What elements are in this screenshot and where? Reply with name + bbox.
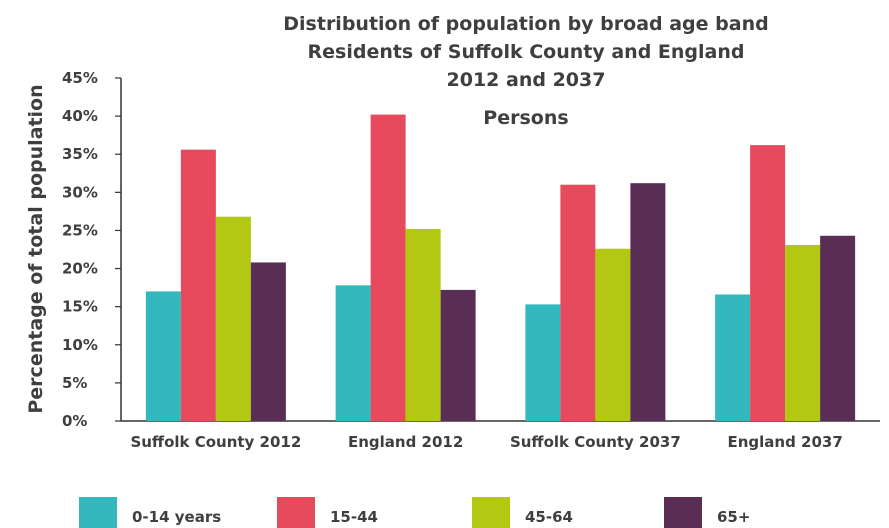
legend-label: 0-14 years — [132, 508, 221, 526]
title-line-2: Residents of Suffolk County and England — [308, 41, 745, 63]
y-axis-title: Percentage of total population — [25, 84, 47, 413]
bar-15-44-3 — [750, 145, 786, 421]
bar-15-44-0 — [180, 149, 216, 421]
y-tick-label: 15% — [62, 298, 98, 316]
y-tick-label: 25% — [62, 221, 98, 239]
legend-swatch — [277, 497, 315, 528]
y-tick-label: 35% — [62, 145, 98, 163]
bar-0-14-years-0 — [145, 291, 181, 421]
legend-item: 65+ — [664, 497, 750, 528]
bar-65--3 — [820, 235, 856, 421]
bar-65--1 — [440, 289, 476, 421]
legend: 0-14 years 15-44 45-64 65+ — [79, 497, 750, 528]
y-axis-ticks: 0% 5% 10% 15% 20% 25% 30% 35% 40% 45% — [62, 69, 121, 430]
bar-0-14-years-1 — [335, 285, 371, 421]
bar-45-64-3 — [785, 244, 821, 421]
chart-title: Distribution of population by broad age … — [283, 13, 768, 129]
bars — [145, 114, 856, 421]
y-tick-label: 5% — [62, 374, 87, 392]
legend-swatch — [472, 497, 510, 528]
x-tick-label: England 2012 — [348, 433, 463, 451]
bar-0-14-years-3 — [715, 294, 751, 421]
y-tick-label: 10% — [62, 336, 98, 354]
bar-45-64-1 — [405, 228, 441, 421]
legend-item: 45-64 — [472, 497, 573, 528]
legend-swatch — [79, 497, 117, 528]
legend-label: 65+ — [717, 508, 750, 526]
legend-label: 15-44 — [330, 508, 378, 526]
legend-item: 0-14 years — [79, 497, 221, 528]
title-line-3: 2012 and 2037 — [447, 69, 606, 91]
title-line-4: Persons — [483, 107, 568, 129]
bar-15-44-2 — [560, 184, 596, 421]
x-tick-label: England 2037 — [727, 433, 842, 451]
y-tick-label: 30% — [62, 183, 98, 201]
legend-label: 45-64 — [525, 508, 573, 526]
bar-15-44-1 — [370, 114, 406, 421]
bar-0-14-years-2 — [525, 304, 561, 421]
legend-swatch — [664, 497, 702, 528]
y-tick-label: 40% — [62, 107, 98, 125]
y-tick-label: 0% — [62, 412, 87, 430]
y-axis-label: Percentage of total population — [25, 84, 47, 413]
legend-item: 15-44 — [277, 497, 378, 528]
title-line-1: Distribution of population by broad age … — [283, 13, 768, 35]
bar-65--0 — [250, 262, 286, 421]
x-axis-labels: Suffolk County 2012 England 2012 Suffolk C… — [130, 433, 842, 451]
x-tick-label: Suffolk County 2037 — [510, 433, 681, 451]
bar-45-64-2 — [595, 248, 631, 421]
y-tick-label: 45% — [62, 69, 98, 87]
bar-65--2 — [630, 183, 666, 421]
y-tick-label: 20% — [62, 260, 98, 278]
bar-45-64-0 — [215, 216, 251, 421]
x-tick-label: Suffolk County 2012 — [130, 433, 301, 451]
